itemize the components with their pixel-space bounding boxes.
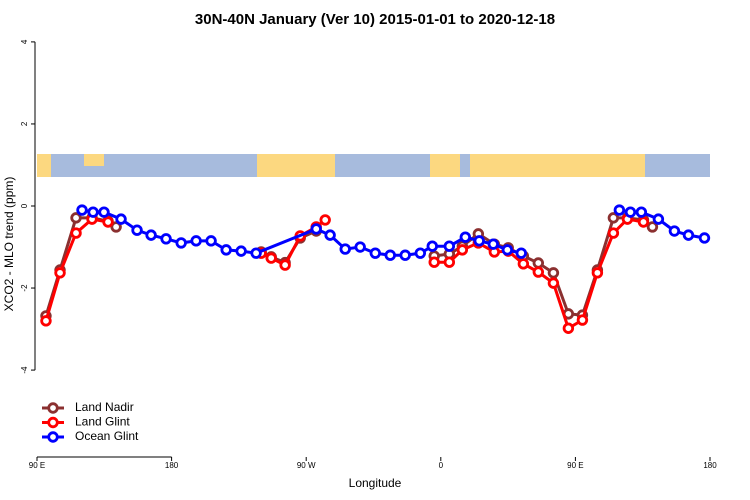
data-point <box>145 229 157 241</box>
data-point <box>532 266 545 278</box>
data-point <box>175 237 187 249</box>
data-point <box>652 213 665 225</box>
data-point <box>319 214 331 226</box>
data-point <box>456 244 469 256</box>
data-point <box>98 206 110 218</box>
data-point <box>547 277 560 289</box>
x-tick-label: 90 E <box>567 461 583 470</box>
data-point <box>487 238 499 250</box>
data-point <box>40 315 52 327</box>
data-point <box>205 235 217 247</box>
data-point <box>131 224 143 236</box>
data-point <box>562 322 575 334</box>
data-point <box>265 252 277 264</box>
data-point <box>324 229 336 241</box>
x-tick-label: 90 E <box>29 461 45 470</box>
data-point <box>635 206 648 218</box>
data-point <box>443 256 456 268</box>
data-point <box>70 227 82 239</box>
data-point <box>459 231 472 243</box>
legend-swatch-point <box>47 402 59 414</box>
legend-swatch-point <box>47 431 59 443</box>
data-point <box>668 225 681 237</box>
y-tick-label: 4 <box>20 39 29 44</box>
data-point <box>399 249 411 261</box>
data-point <box>160 233 172 245</box>
data-point <box>115 213 127 225</box>
legend-label: Land Nadir <box>75 400 134 414</box>
data-point <box>54 267 66 279</box>
data-point <box>532 257 545 269</box>
data-point <box>190 235 202 247</box>
data-point <box>501 244 514 256</box>
map-strip <box>37 154 710 177</box>
x-tick-label: 180 <box>165 461 179 470</box>
data-point <box>339 243 351 255</box>
data-point <box>547 267 560 279</box>
data-point <box>310 223 322 235</box>
data-point <box>637 216 650 228</box>
data-point <box>515 247 527 259</box>
data-point <box>698 232 711 244</box>
data-point <box>414 247 427 259</box>
data-point <box>646 221 659 233</box>
legend-label: Ocean Glint <box>75 429 139 443</box>
legend-label: Land Glint <box>75 415 130 429</box>
data-point <box>235 245 247 257</box>
data-point <box>426 240 438 252</box>
data-point <box>607 212 620 224</box>
data-point <box>102 216 114 228</box>
y-axis-label: XCO2 - MLO trend (ppm) <box>2 177 16 312</box>
data-point <box>250 247 262 259</box>
data-point <box>70 212 82 224</box>
data-point <box>517 258 530 270</box>
x-axis-label: Longitude <box>349 476 402 490</box>
y-tick-label: -4 <box>20 366 29 374</box>
x-tick-label: 180 <box>703 461 717 470</box>
data-point <box>369 247 381 259</box>
x-tick-label: 90 W <box>297 461 316 470</box>
data-point <box>607 227 620 239</box>
data-point <box>591 267 604 279</box>
data-point <box>443 240 456 252</box>
x-tick-label: 0 <box>439 461 444 470</box>
y-tick-label: 0 <box>20 203 29 208</box>
data-point <box>279 259 291 271</box>
data-point <box>76 204 88 216</box>
legend-swatch-point <box>47 416 59 429</box>
data-point <box>110 221 122 233</box>
data-point <box>613 204 626 216</box>
data-point <box>384 249 396 261</box>
chart-title: 30N-40N January (Ver 10) 2015-01-01 to 2… <box>195 11 555 28</box>
data-point <box>354 241 366 253</box>
y-tick-label: -2 <box>20 284 29 292</box>
data-point <box>87 206 99 218</box>
data-point <box>624 206 637 218</box>
data-point <box>428 256 440 268</box>
data-point <box>220 244 232 256</box>
y-tick-label: 2 <box>20 121 29 126</box>
data-point <box>473 235 485 247</box>
data-point <box>576 314 589 326</box>
data-point <box>682 229 695 241</box>
